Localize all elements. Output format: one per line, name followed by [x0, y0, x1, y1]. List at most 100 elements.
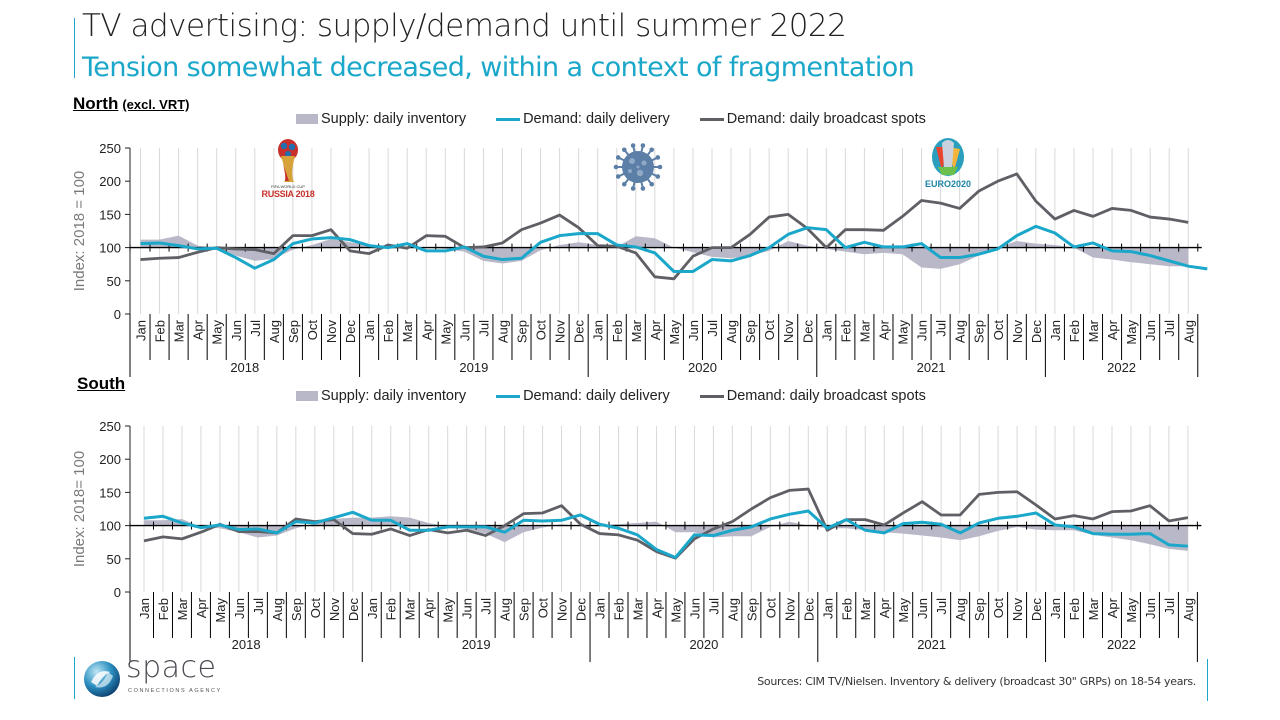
footer-accent-bar — [74, 657, 75, 699]
delivery-swatch — [496, 394, 521, 398]
month-label: Oct — [991, 320, 1006, 341]
month-label: Jun — [232, 598, 247, 619]
month-label: Mar — [403, 597, 418, 620]
month-label: Mar — [400, 319, 415, 342]
month-label: Jan — [819, 320, 834, 341]
month-label: Jun — [1143, 320, 1158, 341]
month-label: Apr — [649, 597, 664, 618]
legend-spots-label: Demand: daily broadcast spots — [726, 111, 926, 127]
month-label: Nov — [555, 598, 570, 622]
month-label: Sep — [515, 320, 530, 343]
month-label: Apr — [422, 597, 437, 618]
month-label: May — [441, 598, 456, 623]
legend-supply: Supply: daily inventory — [296, 111, 466, 127]
month-label: Apr — [876, 319, 891, 340]
y-tick-label: 150 — [99, 485, 121, 500]
month-label: May — [213, 598, 228, 623]
south-chart-title: South — [77, 374, 125, 394]
y-axis-title: Index: 2018 = 100 — [71, 171, 88, 292]
month-label: Oct — [534, 320, 549, 341]
north-legend: Supply: daily inventory Demand: daily de… — [296, 111, 926, 127]
month-label: Feb — [153, 320, 168, 342]
month-label: Jul — [476, 320, 491, 337]
month-label: Dec — [572, 320, 587, 344]
month-label: Jul — [1162, 320, 1177, 337]
month-label: Oct — [536, 598, 551, 619]
trophy-icon — [278, 139, 298, 182]
month-label: Sep — [289, 598, 304, 621]
month-label: Oct — [308, 598, 323, 619]
month-label: Nov — [782, 598, 797, 622]
month-label: Aug — [725, 598, 740, 621]
legend-spots-label: Demand: daily broadcast spots — [726, 388, 926, 404]
month-label: Sep — [517, 598, 532, 621]
month-label: Mar — [630, 597, 645, 620]
month-label: Jun — [1143, 598, 1158, 619]
month-label: Feb — [384, 598, 399, 620]
month-label: Oct — [762, 320, 777, 341]
source-note: Sources: CIM TV/Nielsen. Inventory & del… — [757, 675, 1196, 688]
year-label: 2018 — [232, 637, 261, 652]
month-label: Nov — [324, 320, 339, 344]
y-tick-label: 200 — [99, 174, 121, 189]
month-label: Mar — [629, 319, 644, 342]
month-label: Jul — [706, 598, 721, 615]
world-cup-2018-logo: FIFA WORLD CUP RUSSIA 2018 — [256, 136, 320, 200]
month-label: Sep — [744, 598, 759, 621]
world-cup-caption: RUSSIA 2018 — [261, 189, 315, 199]
month-label: Jun — [915, 320, 930, 341]
virus-icon — [613, 143, 663, 191]
y-tick-label: 150 — [99, 207, 121, 222]
y-tick-label: 250 — [99, 141, 121, 156]
virus-spike-tip — [630, 143, 636, 148]
north-chart-title: North (excl. VRT) — [73, 94, 190, 114]
title-accent-bar — [74, 18, 75, 78]
legend-spots: Demand: daily broadcast spots — [699, 388, 926, 404]
month-label: Feb — [610, 320, 625, 342]
month-label: Oct — [991, 598, 1006, 619]
virus-spot — [636, 165, 640, 169]
month-label: Jan — [820, 598, 835, 619]
month-label: Feb — [838, 320, 853, 342]
virus-spike-tip — [657, 164, 663, 170]
virus-spot — [629, 158, 635, 164]
month-label: Apr — [1105, 319, 1120, 340]
month-label: Nov — [553, 320, 568, 344]
y-axis-title: Index: 2018= 100 — [71, 451, 88, 567]
month-label: May — [896, 320, 911, 345]
north-title-text: North — [73, 94, 119, 113]
north-title-note: (excl. VRT) — [122, 97, 190, 112]
month-label: Nov — [327, 598, 342, 622]
year-label: 2020 — [688, 360, 717, 375]
month-label: Aug — [498, 598, 513, 621]
legend-delivery: Demand: daily delivery — [496, 111, 670, 127]
month-label: Dec — [346, 598, 361, 622]
south-title-text: South — [77, 374, 126, 393]
month-label: Jun — [687, 598, 702, 619]
legend-supply: Supply: daily inventory — [296, 388, 466, 404]
virus-spike-tip — [649, 181, 655, 187]
logo-tagline: CONNECTIONS AGENCY — [128, 688, 222, 694]
y-tick-label: 0 — [114, 307, 121, 322]
virus-spike-tip — [630, 186, 636, 191]
virus-spot — [641, 160, 647, 166]
month-label: May — [896, 598, 911, 623]
virus-spike-tip — [615, 174, 621, 179]
month-label: Jul — [479, 598, 494, 615]
month-label: Feb — [1067, 320, 1082, 342]
legend-supply-label: Supply: daily inventory — [321, 111, 467, 127]
logo-wordmark: space — [126, 650, 217, 685]
south-legend: Supply: daily inventory Demand: daily de… — [296, 388, 926, 404]
month-label: Dec — [574, 598, 589, 622]
legend-supply-label: Supply: daily inventory — [321, 388, 467, 404]
y-tick-label: 100 — [99, 241, 121, 256]
y-tick-label: 0 — [114, 585, 121, 600]
month-label: Sep — [972, 320, 987, 343]
virus-spike-tip — [613, 164, 619, 170]
spots-line — [140, 172, 1189, 281]
month-label: Nov — [1010, 320, 1025, 344]
month-label: May — [1124, 598, 1139, 623]
month-label: Jul — [251, 598, 266, 615]
page-title: TV advertising: supply/demand until summ… — [82, 8, 847, 44]
month-label: May — [667, 320, 682, 345]
